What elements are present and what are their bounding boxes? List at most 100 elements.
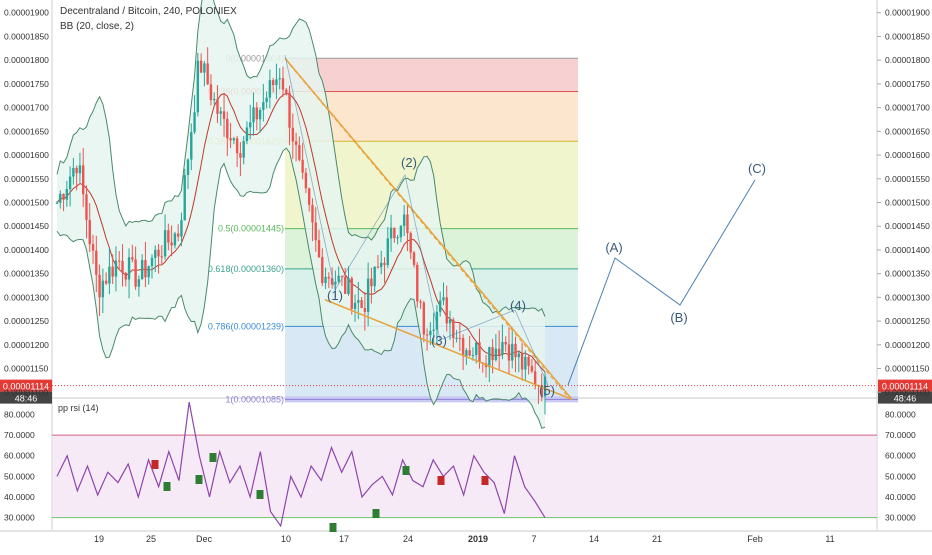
rsi-signal-marker	[402, 466, 410, 475]
candle-body	[425, 334, 429, 336]
fib-level-label: 0.786(0.00001239)	[208, 321, 284, 331]
candle-body	[262, 102, 265, 110]
price-tick-left: 0.00001400	[4, 245, 49, 255]
candle-body	[393, 227, 396, 239]
price-tick-left: 0.00001200	[4, 340, 49, 350]
rsi-tick-left: 60.0000	[4, 451, 35, 461]
candle-body	[514, 343, 517, 358]
time-tick-label: Dec	[196, 534, 213, 544]
fib-level-label: 0(0.00001804)	[225, 53, 284, 63]
candle-body	[78, 165, 82, 174]
candle-body	[255, 107, 258, 120]
candle-body	[160, 256, 164, 258]
candle-body	[288, 92, 291, 128]
candle-body	[271, 80, 275, 86]
candle-body	[170, 242, 173, 246]
countdown-value: 48:46	[15, 394, 38, 404]
candle-body	[330, 278, 334, 285]
wave-label: (4)	[510, 298, 526, 313]
candle-body	[357, 300, 360, 303]
rsi-tick-left: 40.0000	[4, 492, 35, 502]
candle-body	[190, 132, 193, 160]
candle-body	[334, 281, 337, 285]
rsi-label: pp rsi (14)	[58, 403, 99, 413]
candle-body	[127, 257, 131, 280]
candle-body	[216, 98, 219, 114]
wave-label: (3)	[431, 333, 447, 348]
candle-body	[114, 260, 118, 277]
candle-body	[239, 153, 242, 158]
candle-body	[337, 275, 340, 282]
price-tick-right: 0.00001550	[885, 174, 930, 184]
candle-body	[193, 112, 196, 133]
countdown-value: 48:46	[894, 394, 917, 404]
candle-body	[62, 193, 65, 200]
candle-body	[196, 60, 200, 113]
price-tick-left: 0.00001500	[4, 198, 49, 208]
price-tick-left: 0.00001300	[4, 292, 49, 302]
candle-body	[278, 78, 281, 80]
candle-body	[406, 214, 409, 234]
candle-body	[245, 127, 249, 142]
wedge-upper-line	[284, 57, 573, 400]
candle-body	[360, 300, 363, 309]
candle-body	[173, 233, 177, 246]
rsi-tick-left: 30.0000	[4, 513, 35, 523]
candle-body	[226, 118, 229, 139]
candle-body	[98, 274, 101, 298]
candle-body	[104, 280, 108, 284]
bb-basis-line	[56, 92, 546, 373]
wave-label: (C)	[748, 161, 766, 176]
candle-body	[533, 371, 537, 385]
time-tick-label: 7	[531, 534, 536, 544]
candle-body	[402, 214, 406, 226]
candle-body	[317, 240, 321, 258]
candle-body	[324, 276, 327, 284]
candle-body	[209, 84, 213, 101]
candle-body	[101, 280, 105, 298]
candle-body	[412, 252, 416, 265]
candle-body	[350, 278, 353, 309]
candle-body	[265, 97, 268, 103]
rsi-tick-right: 80.0000	[885, 409, 916, 419]
candle-body	[366, 278, 370, 312]
candle-body	[249, 122, 252, 128]
candle-body	[507, 344, 511, 361]
chart-title: Decentraland / Bitcoin, 240, POLONIEX	[60, 6, 237, 17]
candle-body	[386, 238, 389, 266]
countdown-badge	[878, 391, 932, 404]
time-tick-label: 2019	[468, 534, 488, 544]
candle-body	[131, 257, 134, 260]
candle-body	[199, 60, 203, 73]
candle-body	[137, 279, 141, 287]
price-tick-right: 0.00001100	[885, 387, 930, 397]
candle-body	[285, 89, 288, 93]
price-tick-left: 0.00001700	[4, 103, 49, 113]
current-price-badge	[0, 379, 52, 392]
fib-zone	[285, 58, 578, 92]
candle-body	[294, 141, 298, 145]
wave-label: (A)	[605, 240, 622, 255]
time-tick-label: 10	[281, 534, 291, 544]
candle-body	[235, 138, 239, 154]
rsi-tick-left: 70.0000	[4, 430, 35, 440]
candle-body	[478, 342, 481, 363]
candle-body	[527, 356, 530, 367]
rsi-signal-marker	[209, 453, 217, 462]
candle-body	[376, 266, 380, 268]
candle-body	[340, 275, 344, 277]
candle-body	[203, 63, 206, 73]
candle-body	[524, 356, 527, 370]
price-tick-right: 0.00001700	[885, 103, 930, 113]
candle-body	[213, 98, 216, 101]
candle-body	[442, 297, 445, 301]
fib-level-label: 0.5(0.00001445)	[218, 224, 284, 234]
rsi-tick-right: 70.0000	[885, 430, 916, 440]
candle-body	[301, 159, 304, 173]
candle-body	[530, 366, 534, 372]
candle-body	[75, 167, 78, 174]
price-tick-left: 0.00001650	[4, 126, 49, 136]
price-tick-right: 0.00001750	[885, 79, 930, 89]
